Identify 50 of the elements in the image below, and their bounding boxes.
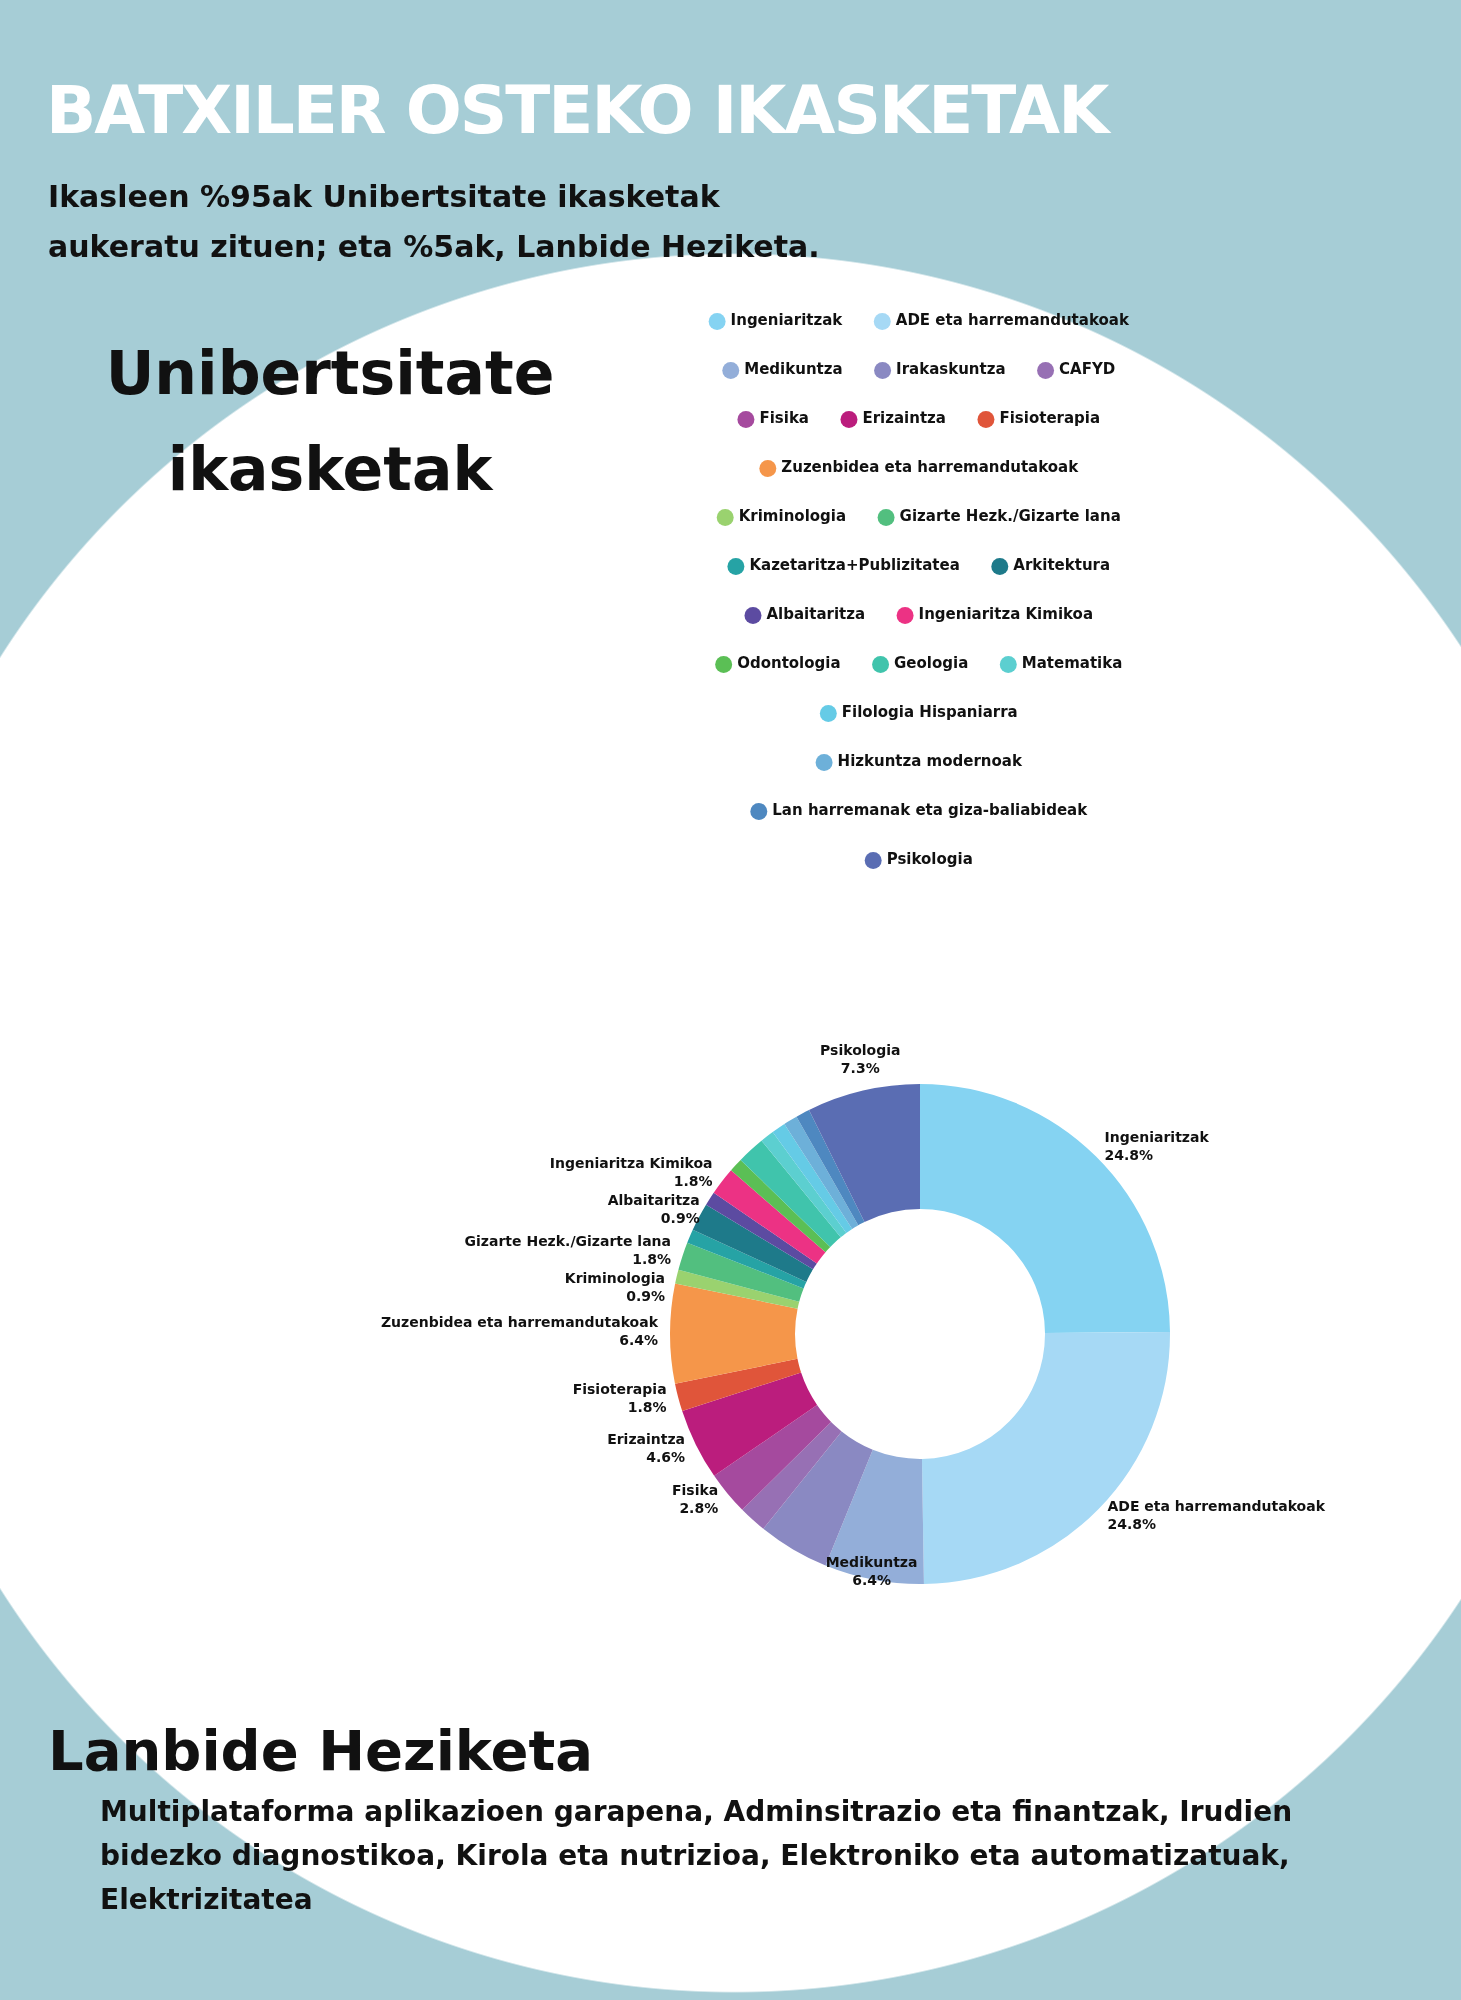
text: Unibertsitate ikasketak (104, 337, 556, 506)
slice-label: Fisika (671, 1481, 719, 1498)
legend-label: Odontologia (737, 654, 841, 673)
data-label: 7.3% (840, 1059, 880, 1076)
data-label: 4.6% (646, 1448, 686, 1465)
data-label: 1.8% (632, 1251, 672, 1268)
chart-subtitle: Ikasleen %95ak Unibertsitate ikasketak aukeratu zituen; eta %5ak, Lanbide Heziketa. (48, 178, 821, 266)
slice-label: Albaitaritza (607, 1191, 700, 1208)
legend-label: Matematika (1021, 654, 1123, 673)
legend-label: Lan harremanak eta giza-baliabideak (772, 801, 1089, 820)
legend-label: CAFYD (1059, 360, 1116, 379)
slice-label: ADE eta harremandutakoak (1107, 1497, 1326, 1514)
slice-label: Erizaintza (607, 1430, 686, 1447)
legend-label: Albaitaritza (766, 605, 866, 624)
data-label: 1.8% (627, 1399, 667, 1416)
data-label: 24.8% (1104, 1146, 1154, 1163)
legend-label: Irakaskuntza (896, 360, 1006, 379)
slice-label: Gizarte Hezk./Gizarte lana (464, 1233, 672, 1250)
data-label: 0.9% (626, 1288, 665, 1305)
text: Lanbide Heziketa (48, 1718, 594, 1783)
slice-label: Psikologia (820, 1041, 901, 1058)
slice-label: Medikuntza (825, 1554, 918, 1571)
legend-label: Erizaintza (862, 409, 946, 428)
legend-label: Hizkuntza modernoak (837, 752, 1023, 771)
legend-label: ADE eta harremandutakoak (895, 311, 1130, 330)
data-label: 2.8% (679, 1499, 719, 1516)
data-label: 0.9% (660, 1209, 700, 1226)
legend-label: Ingeniaritzak (730, 311, 844, 330)
data-label: 1.8% (673, 1172, 713, 1189)
legend-label: Ingeniaritza Kimikoa (918, 605, 1094, 624)
legend-label: Psikologia (886, 850, 973, 869)
text: Multiplataforma aplikazioen garapena, Adminsitrazio eta finantzak, Irudien bidezko diagnostikoa, Kirola eta nutrizioa, Elektroniko eta automatizatuak, Elektrizitatea (100, 1794, 1294, 1918)
data-label: 24.8% (1107, 1515, 1157, 1532)
data-label: 6.4% (619, 1332, 658, 1349)
legend-label: Fisika (759, 409, 809, 428)
slice-label: Ingeniaritza Kimikoa (549, 1154, 713, 1171)
slice-label: Ingeniaritzak (1104, 1128, 1210, 1145)
slice-label: Zuzenbidea eta harremandutakoak (380, 1314, 659, 1331)
legend-label: Kriminologia (738, 507, 847, 526)
legend-label: Zuzenbidea eta harremandutakoak (781, 458, 1080, 477)
legend-label: Gizarte Hezk./Gizarte lana (899, 507, 1121, 526)
legend-label: Kazetaritza+Publizitatea (749, 556, 960, 575)
slice-label: Kriminologia (564, 1270, 665, 1287)
legend-label: Medikuntza (744, 360, 843, 379)
legend-label: Arkitektura (1013, 556, 1111, 575)
data-label: 6.4% (852, 1572, 891, 1589)
slice-label: Fisioterapia (572, 1381, 667, 1398)
legend-label: Fisioterapia (999, 409, 1101, 428)
legend-label: Filologia Hispaniarra (841, 703, 1018, 722)
legend-label: Geologia (894, 654, 969, 673)
